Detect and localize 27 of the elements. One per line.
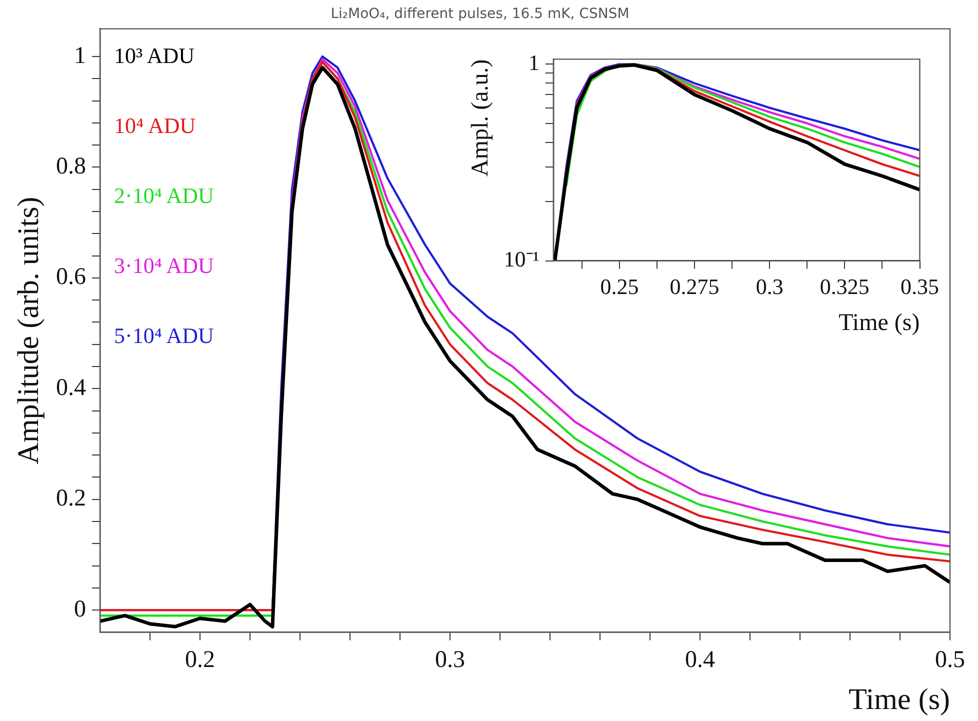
x-tick-label: 0.35 — [900, 274, 939, 299]
x-tick-label: 0.3 — [435, 646, 465, 673]
chart-title: Li₂MoO₄, different pulses, 16.5 mK, CSNSM — [330, 6, 630, 22]
y-tick-label: 0.4 — [56, 374, 86, 401]
y-tick-label: 1 — [528, 50, 540, 75]
y-axis-title: Ampl. (a.u.) — [468, 59, 494, 177]
y-tick-label: 0.2 — [56, 486, 86, 512]
text: 10³ ADU — [114, 42, 196, 69]
text: 5·10⁴ ADU — [114, 322, 214, 349]
x-axis-title: Time (s) — [838, 310, 920, 336]
text: 10⁴ ADU — [114, 112, 197, 139]
text: 2·10⁴ ADU — [114, 182, 214, 209]
x-tick-label: 0.325 — [820, 274, 870, 299]
x-tick-label: 0.275 — [670, 274, 720, 299]
x-axis-title: Time (s) — [848, 682, 950, 716]
y-tick-label: 10⁻¹ — [504, 246, 540, 272]
y-tick-label: 0.8 — [56, 153, 86, 180]
x-tick-label: 0.25 — [600, 274, 639, 299]
y-tick-label: 1 — [74, 42, 86, 69]
y-tick-label: 0 — [74, 596, 86, 622]
x-tick-label: 0.2 — [185, 646, 215, 673]
x-tick-label: 0.4 — [685, 646, 715, 673]
text: 3·10⁴ ADU — [114, 252, 214, 279]
x-tick-label: 0.3 — [756, 274, 784, 299]
y-tick-label: 0.6 — [56, 264, 86, 290]
x-tick-label: 0.5 — [935, 646, 965, 673]
y-axis-title: Amplitude (arb. units) — [12, 196, 45, 464]
